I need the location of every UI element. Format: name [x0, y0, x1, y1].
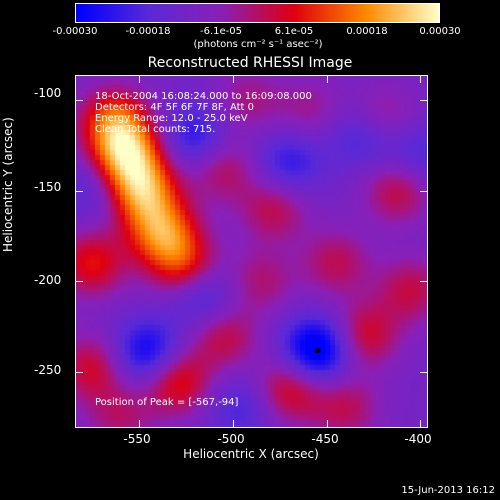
tick-mark: [326, 420, 328, 428]
x-tick-label: -450: [311, 432, 339, 446]
y-tick-label: -250: [34, 363, 62, 377]
x-tick-label: -500: [217, 432, 245, 446]
tick-mark: [326, 75, 328, 83]
colorbar-tick: 0.00030: [419, 26, 461, 37]
tick-mark: [420, 100, 428, 102]
colorbar-tick: 6.1e-05: [274, 26, 314, 37]
y-axis-label: Heliocentric Y (arcsec): [1, 117, 15, 252]
colorbar-tick: -0.00030: [52, 26, 98, 37]
tick-mark: [138, 420, 140, 428]
x-tick-label: -550: [123, 432, 151, 446]
tick-mark: [232, 420, 234, 428]
info-counts: Clean Total counts: 715.: [95, 124, 216, 135]
chart-title: Reconstructed RHESSI Image: [147, 55, 353, 71]
tick-mark: [420, 371, 428, 373]
tick-mark: [420, 75, 422, 83]
colorbar-unit: (photons cm⁻² s⁻¹ asec⁻²): [193, 39, 323, 50]
timestamp: 15-Jun-2013 16:12: [401, 485, 495, 496]
x-tick-label: -400: [404, 432, 432, 446]
tick-mark: [138, 75, 140, 83]
colorbar-tick: -6.1e-05: [200, 26, 242, 37]
info-energy-range: Energy Range: 12.0 - 25.0 keV: [95, 113, 248, 124]
tick-mark: [75, 190, 83, 192]
tick-mark: [75, 100, 83, 102]
x-axis-label: Heliocentric X (arcsec): [183, 447, 319, 461]
tick-mark: [75, 371, 83, 373]
colorbar-tick: 0.00018: [346, 26, 388, 37]
tick-mark: [420, 190, 428, 192]
y-tick-label: -150: [34, 180, 62, 194]
tick-mark: [420, 420, 422, 428]
heatmap-image: [75, 75, 428, 428]
tick-mark: [232, 75, 234, 83]
peak-position-label: Position of Peak = [-567,-94]: [95, 397, 239, 408]
info-detectors: Detectors: 4F 5F 6F 7F 8F, Att 0: [95, 102, 255, 113]
colorbar: [75, 3, 440, 23]
tick-mark: [75, 281, 83, 283]
colorbar-tick: -0.00018: [125, 26, 171, 37]
y-tick-label: -100: [34, 86, 62, 100]
tick-mark: [420, 281, 428, 283]
info-time-range: 18-Oct-2004 16:08:24.000 to 16:09:08.000: [95, 91, 312, 102]
y-tick-label: -200: [34, 273, 62, 287]
